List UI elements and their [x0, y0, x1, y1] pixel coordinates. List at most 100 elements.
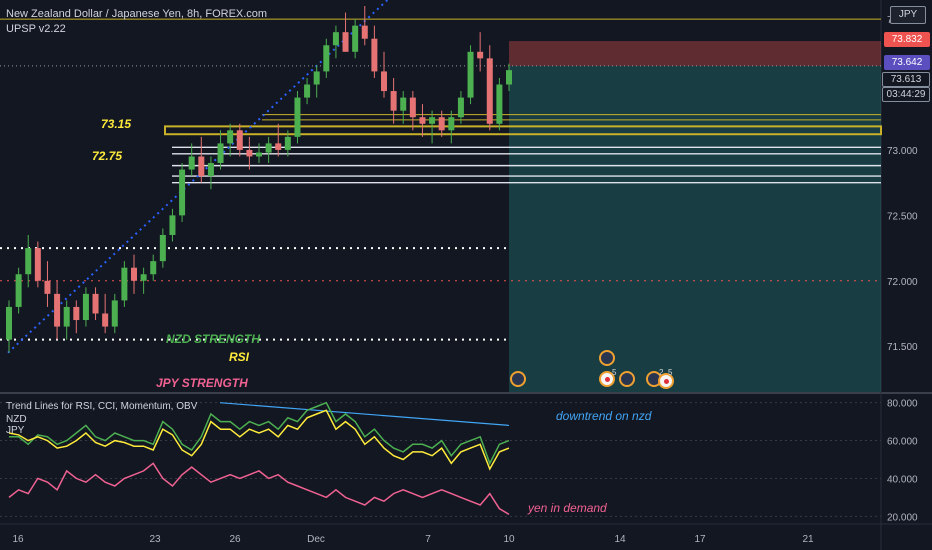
candle-body [265, 143, 272, 153]
candle-body [44, 280, 51, 294]
candle-body [131, 267, 137, 281]
price-tick-label: 71.500 [887, 342, 918, 353]
candle-body [486, 58, 493, 124]
candle-body [390, 91, 397, 111]
candle-body [73, 306, 80, 321]
level-label-lower: 72.75 [92, 149, 123, 163]
candle-body [284, 136, 291, 150]
candle-body [256, 152, 262, 157]
event-flag-icon[interactable] [599, 371, 615, 387]
time-tick-label: Dec [307, 534, 325, 545]
rsi-label: RSI [229, 350, 250, 364]
event-count: 2 [659, 368, 664, 377]
position-stop-zone [509, 41, 881, 66]
candle-body [332, 32, 339, 46]
symbol-title[interactable]: New Zealand Dollar / Japanese Yen, 8h, F… [6, 8, 268, 20]
candle-body [92, 293, 99, 314]
event-flag-icon[interactable] [658, 373, 674, 389]
candle-body [361, 25, 368, 39]
candle-body [313, 71, 320, 85]
time-tick-label: 17 [694, 534, 706, 545]
sub-indicator-title[interactable]: Trend Lines for RSI, CCI, Momentum, OBV [6, 401, 198, 412]
candle-body [121, 267, 128, 301]
candle-body [217, 143, 224, 164]
candle-body [294, 97, 301, 137]
candle-body [236, 130, 243, 150]
candle-body [63, 306, 70, 327]
candle-body [159, 234, 166, 262]
sub-series-nzd: NZD [6, 414, 27, 425]
candle-body [429, 117, 436, 124]
sub-series-jpy: JPY [6, 425, 25, 436]
event-count: 5 [612, 368, 617, 377]
candle-body [304, 84, 311, 98]
candle-body [506, 70, 512, 85]
candle-body [198, 156, 205, 177]
price-tick-label: 72.500 [887, 211, 918, 222]
candle-body [54, 293, 61, 327]
price-countdown: 03:44:29 [882, 87, 930, 102]
candle-body [169, 215, 176, 235]
price-tag-entry: 73.642 [884, 55, 930, 70]
candle-body [467, 51, 474, 98]
price-tick-label: 72.000 [887, 277, 918, 288]
event-flag-icon[interactable] [510, 371, 526, 387]
event-count: 5 [668, 368, 673, 377]
candle-body [438, 117, 445, 131]
candle-body [227, 130, 234, 144]
price-tag-stop: 73.832 [884, 32, 930, 47]
sub-tick-label: 60.000 [887, 437, 918, 448]
sub-tick-label: 40.000 [887, 474, 918, 485]
candle-body [140, 274, 147, 281]
currency-button[interactable]: JPY [890, 6, 926, 24]
event-flag-icon[interactable] [599, 350, 615, 366]
candle-body [111, 300, 118, 327]
sub-tick-label: 80.000 [887, 399, 918, 410]
time-tick-label: 21 [802, 534, 814, 545]
candle-body [371, 38, 378, 72]
candle-body [34, 248, 41, 281]
candle-body [342, 32, 349, 52]
indicator-label[interactable]: UPSP v2.22 [6, 23, 66, 35]
sub-series-line [9, 401, 510, 466]
yen-note: yen in demand [528, 501, 607, 515]
candle-body [409, 97, 416, 118]
downtrend-note: downtrend on nzd [556, 409, 652, 423]
candle-body [496, 84, 503, 124]
time-tick-label: 7 [425, 534, 431, 545]
candle-body [352, 25, 359, 52]
price-tag-last: 73.613 [882, 72, 930, 87]
candle-body [323, 45, 330, 72]
candle-body [419, 117, 426, 124]
nzd-strength-label: NZD STRENGTH [166, 332, 260, 346]
sub-series-line [8, 462, 510, 516]
sub-trend-line [219, 402, 510, 427]
price-tick-label: 73.000 [887, 146, 918, 157]
time-tick-label: 23 [149, 534, 161, 545]
candle-body [400, 97, 407, 111]
level-zone-upper [164, 125, 882, 136]
candle-body [179, 169, 186, 216]
candle-body [207, 163, 214, 177]
candle-body [477, 51, 484, 59]
time-tick-label: 14 [614, 534, 626, 545]
candle-body [188, 156, 195, 170]
jpy-strength-label: JPY STRENGTH [156, 376, 248, 390]
level-label-upper: 73.15 [101, 117, 132, 131]
candle-body [82, 293, 89, 321]
time-tick-label: 16 [12, 534, 24, 545]
sub-tick-label: 20.000 [887, 512, 918, 523]
candle-body [25, 248, 32, 275]
time-tick-label: 10 [503, 534, 515, 545]
candle-body [381, 71, 387, 92]
candle-body [457, 97, 464, 118]
sub-series-line [8, 409, 510, 471]
event-flag-icon[interactable] [619, 371, 635, 387]
candle-body [448, 117, 455, 131]
candle-body [6, 306, 12, 340]
candle-body [102, 313, 109, 327]
candle-body [15, 274, 22, 307]
candle-body [275, 143, 282, 150]
